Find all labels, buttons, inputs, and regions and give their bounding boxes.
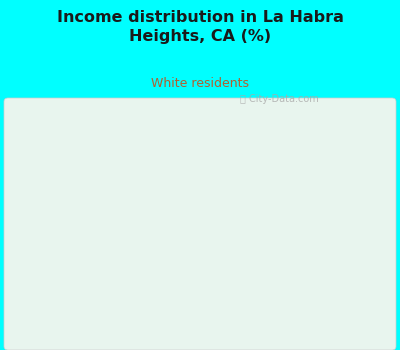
Text: $100k: $100k — [132, 290, 257, 350]
Wedge shape — [166, 130, 196, 224]
Wedge shape — [196, 212, 291, 272]
Text: > $200k: > $200k — [112, 229, 389, 249]
Text: $30k: $30k — [178, 107, 219, 134]
Wedge shape — [196, 162, 290, 224]
Text: $10k: $10k — [206, 310, 233, 350]
Wedge shape — [196, 224, 278, 307]
Text: $150k: $150k — [41, 155, 251, 202]
Wedge shape — [101, 134, 220, 319]
Wedge shape — [196, 132, 244, 224]
Text: $125k: $125k — [41, 188, 276, 238]
Text: $20k: $20k — [51, 141, 228, 172]
Text: $75k: $75k — [59, 134, 200, 145]
Text: White residents: White residents — [151, 77, 249, 90]
Text: $200k: $200k — [41, 243, 282, 276]
Wedge shape — [184, 129, 222, 224]
Wedge shape — [196, 224, 243, 316]
Wedge shape — [196, 142, 268, 224]
Text: Income distribution in La Habra
Heights, CA (%): Income distribution in La Habra Heights,… — [56, 10, 344, 44]
Text: ⓘ City-Data.com: ⓘ City-Data.com — [240, 94, 319, 105]
